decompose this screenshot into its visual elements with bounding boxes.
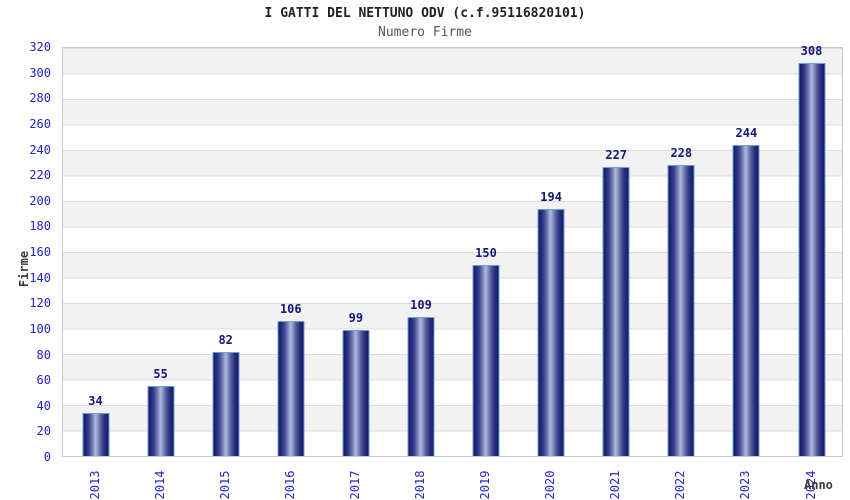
x-tick-label-text: 2019 — [478, 470, 492, 500]
x-tick-label-text: 2016 — [282, 470, 297, 500]
bar-value-label: 99 — [348, 310, 364, 325]
x-tick-label-text: 2017 — [347, 470, 362, 500]
y-tick-label: 260 — [29, 116, 51, 131]
x-tick-label-text: 2022 — [673, 470, 688, 500]
bar — [212, 351, 240, 456]
bar-value-label: 82 — [218, 332, 233, 347]
bar-value-label: 55 — [153, 366, 168, 381]
bar — [602, 166, 630, 456]
bar — [732, 144, 760, 456]
bar — [537, 208, 565, 456]
y-tick-label: 280 — [29, 91, 51, 106]
y-tick-label: 300 — [29, 65, 51, 80]
bar-value-label: 308 — [800, 44, 823, 59]
bar — [342, 329, 370, 456]
y-tick-label: 40 — [36, 398, 51, 413]
y-tick-label: 180 — [29, 219, 51, 234]
bar-value-label: 227 — [605, 147, 628, 162]
y-tick-label: 20 — [36, 424, 51, 439]
bar — [277, 320, 305, 456]
bar-value-label: 244 — [735, 125, 758, 140]
y-tick-label: 160 — [29, 245, 51, 259]
y-axis-title-text: Firme — [17, 250, 31, 288]
bar-value-label: 150 — [475, 245, 497, 260]
x-tick-label-text: 2013 — [87, 470, 102, 500]
x-tick-label-text: 2023 — [738, 470, 753, 500]
bar-value-label: 194 — [540, 189, 562, 204]
y-tick-label: 220 — [29, 168, 51, 183]
chart-title: I GATTI DEL NETTUNO ODV (c.f.95116820101… — [264, 6, 586, 21]
bar-value-label: 106 — [279, 301, 302, 316]
bar-value-label: 34 — [88, 393, 103, 408]
bar-value-label: 109 — [410, 298, 432, 312]
y-tick-label: 60 — [36, 373, 51, 388]
y-tick-label: 240 — [29, 142, 51, 157]
y-tick-label: 0 — [43, 450, 51, 464]
y-tick-label: 200 — [29, 193, 51, 208]
x-tick-label-text: 2014 — [152, 470, 167, 500]
x-tick-label-text: 2018 — [413, 470, 427, 500]
bar — [407, 317, 435, 456]
y-tick-label: 100 — [29, 321, 51, 336]
x-axis-title: Anno — [804, 478, 833, 492]
x-tick-label-text: 2020 — [543, 470, 558, 500]
bar — [798, 63, 825, 456]
plot-area: 34 55 82 106 99 109 150 194 227 228 244 308 — [62, 44, 843, 457]
chart-subtitle: Numero Firme — [378, 25, 472, 40]
y-tick-label: 320 — [29, 40, 51, 54]
y-tick-label: 140 — [29, 270, 51, 285]
y-axis: 0 20 40 60 80 100 120 140 160 180 200 220 240 260 280 3… — [0, 41, 51, 463]
bar-value-label: 228 — [670, 146, 693, 161]
x-tick-label-text: 2015 — [217, 470, 232, 500]
y-tick-label: 120 — [29, 296, 51, 311]
bar — [82, 412, 109, 456]
bar — [147, 385, 175, 456]
bar — [667, 165, 695, 456]
bar — [472, 264, 500, 456]
x-tick-label-text: 2021 — [608, 470, 623, 500]
y-tick-label: 80 — [36, 347, 51, 362]
